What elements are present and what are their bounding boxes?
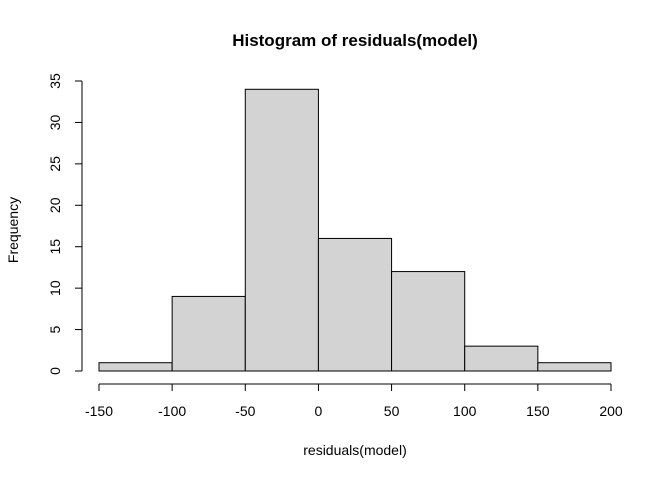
histogram-bar-1 [171,295,246,372]
y-axis-label: Frequency [5,197,21,263]
x-tick-label: 0 [315,403,323,419]
y-tick-label: 35 [47,73,63,89]
histogram-bar-6 [537,362,612,372]
x-axis-label: residuals(model) [303,442,406,458]
x-tick-label: -100 [158,403,186,419]
y-tick-label: 5 [47,325,63,333]
histogram-bar-3 [317,237,393,372]
x-tick-label: 100 [453,403,477,419]
y-tick-label: 20 [47,197,63,213]
y-tick-label: 25 [47,156,63,172]
x-tick-label: 200 [599,403,623,419]
x-axis: -150 -100 -50 0 50 100 150 200 [85,383,623,419]
y-axis: 0 5 10 15 20 25 30 35 [47,73,83,375]
histogram-bar-5 [464,345,539,372]
y-tick-label: 10 [47,280,63,296]
x-tick-label: 50 [384,403,400,419]
y-tick-label: 30 [47,114,63,130]
x-tick-label: 150 [526,403,550,419]
x-tick-label: -150 [85,403,113,419]
bars-group [98,88,612,372]
chart-title: Histogram of residuals(model) [232,31,478,50]
y-tick-label: 0 [47,367,63,375]
histogram-bar-0 [98,362,173,372]
histogram-bar-2 [244,88,319,372]
histogram-bar-4 [391,271,466,372]
x-tick-label: -50 [235,403,255,419]
y-tick-label: 15 [47,239,63,255]
